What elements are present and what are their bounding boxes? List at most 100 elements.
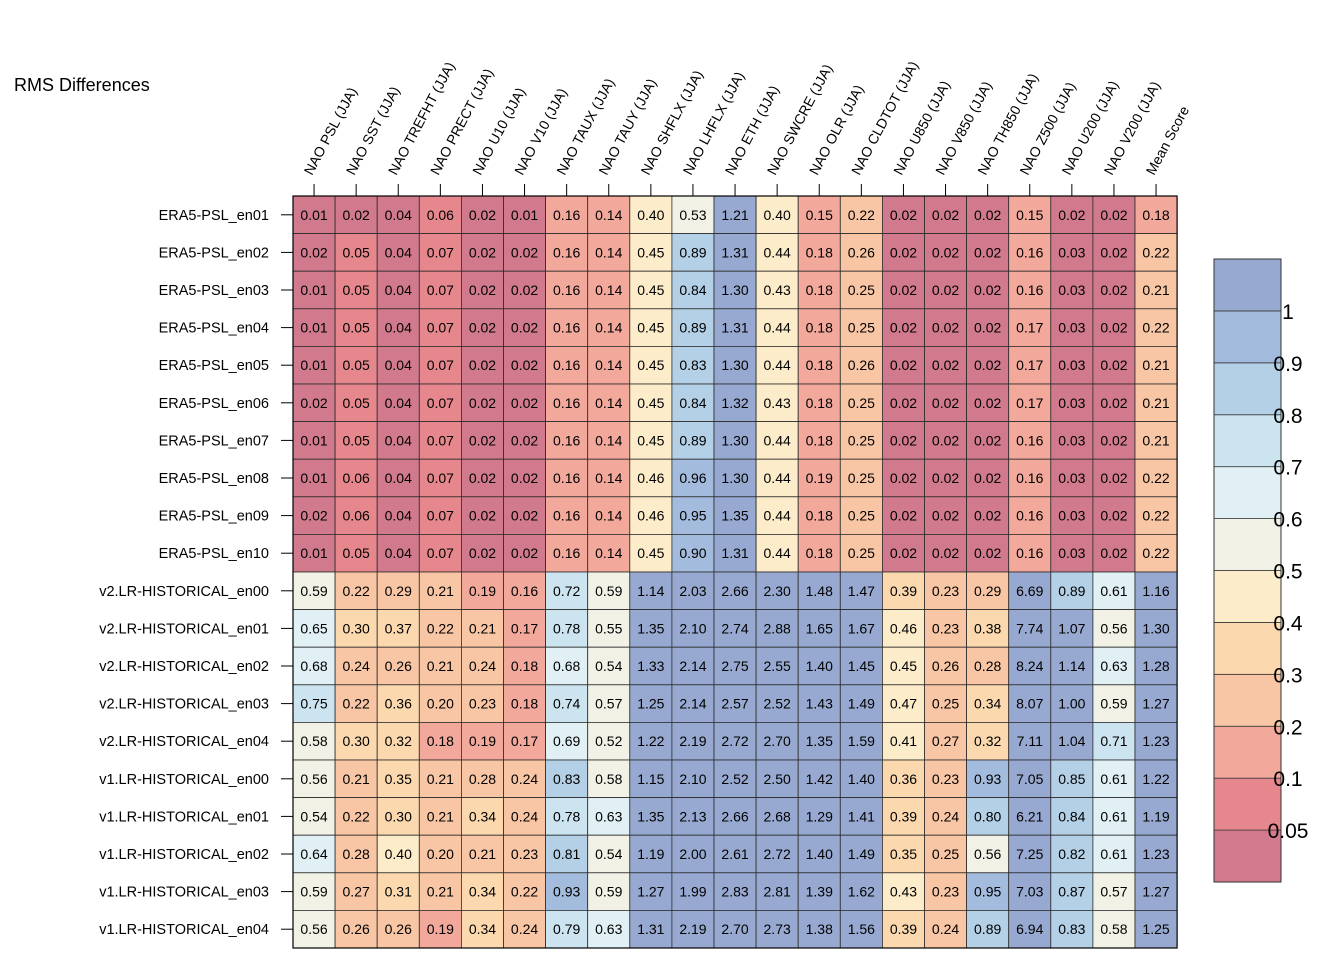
- cell-value: 0.18: [806, 545, 833, 561]
- cell-value: 0.22: [343, 696, 370, 712]
- cell-value: 0.02: [932, 320, 959, 336]
- cell-value: 0.22: [343, 583, 370, 599]
- cell-value: 0.01: [300, 357, 327, 373]
- cell-value: 0.95: [974, 884, 1001, 900]
- cell-value: 0.02: [974, 357, 1001, 373]
- cell-value: 0.02: [469, 470, 496, 486]
- heatmap-cell: [924, 233, 967, 272]
- cell-value: 1.35: [721, 508, 748, 524]
- heatmap-cell: [797, 797, 841, 836]
- cell-value: 0.02: [469, 545, 496, 561]
- colorbar-band: [1213, 258, 1282, 312]
- cell-value: 0.27: [343, 884, 370, 900]
- cell-value: 0.05: [343, 320, 370, 336]
- cell-value: 0.02: [469, 432, 496, 448]
- cell-value: 0.21: [427, 884, 454, 900]
- cell-value: 0.03: [1058, 545, 1085, 561]
- cell-value: 0.44: [764, 470, 791, 486]
- heatmap-cell: [1050, 195, 1094, 234]
- cell-value: 0.02: [1058, 207, 1085, 223]
- cell-value: 0.34: [469, 921, 496, 937]
- colorbar-band: [1213, 725, 1282, 779]
- colorbar-label: 0.3: [1273, 664, 1302, 687]
- heatmap-cell: [839, 308, 883, 347]
- cell-value: 0.43: [764, 282, 791, 298]
- heatmap-cell: [924, 308, 967, 347]
- cell-value: 0.16: [1016, 470, 1043, 486]
- cell-value: 0.63: [595, 921, 622, 937]
- cell-value: 0.02: [511, 244, 538, 260]
- cell-value: 0.24: [932, 808, 959, 824]
- heatmap-cell: [376, 270, 420, 310]
- cell-value: 0.07: [427, 508, 454, 524]
- cell-value: 0.02: [300, 508, 327, 524]
- cell-value: 0.80: [974, 808, 1001, 824]
- cell-value: 0.52: [595, 733, 622, 749]
- cell-value: 0.21: [1142, 432, 1169, 448]
- heatmap-cell: [460, 609, 504, 648]
- cell-value: 0.16: [553, 395, 580, 411]
- heatmap-cell: [966, 797, 1010, 836]
- heatmap-cell: [629, 270, 673, 310]
- heatmap-cell: [797, 383, 841, 422]
- heatmap-cell: [1050, 872, 1094, 911]
- cell-value: 2.81: [764, 884, 791, 900]
- row-label: v1.LR-HISTORICAL_en00: [99, 772, 269, 788]
- heatmap-cell: [1008, 684, 1052, 723]
- heatmap-cell: [629, 684, 673, 723]
- cell-value: 1.59: [848, 733, 875, 749]
- cell-value: 1.62: [848, 884, 875, 900]
- cell-value: 0.96: [679, 470, 706, 486]
- heatmap-cell: [460, 496, 504, 535]
- cell-value: 0.02: [974, 207, 1001, 223]
- cell-value: 0.23: [932, 620, 959, 636]
- cell-value: 0.34: [974, 696, 1001, 712]
- cell-value: 0.02: [511, 395, 538, 411]
- cell-value: 1.35: [637, 620, 664, 636]
- heatmap-cell: [1008, 609, 1052, 648]
- heatmap-cell: [1008, 910, 1052, 949]
- heatmap-cell: [587, 722, 631, 761]
- cell-value: 0.16: [553, 244, 580, 260]
- cell-value: 8.24: [1016, 658, 1043, 674]
- cell-value: 0.35: [385, 771, 412, 787]
- cell-value: 0.25: [932, 696, 959, 712]
- heatmap-cells: 0.01 0.02 0.04 0.06 0.02 0.01 0.16 0.14 0.40 0.53…: [292, 195, 1178, 949]
- cell-value: 0.44: [764, 320, 791, 336]
- row-label: ERA5-PSL_en08: [159, 471, 269, 487]
- cell-value: 1.27: [1142, 884, 1169, 900]
- heatmap-cell: [755, 571, 799, 610]
- cell-value: 0.25: [848, 320, 875, 336]
- cell-value: 0.89: [679, 244, 706, 260]
- heatmap-cell: [503, 571, 546, 610]
- cell-value: 0.61: [1100, 771, 1127, 787]
- cell-value: 0.02: [932, 395, 959, 411]
- colorbar-label: 0.8: [1273, 405, 1302, 428]
- heatmap-cell: [1050, 797, 1094, 836]
- colorbar-label: 0.9: [1273, 353, 1302, 376]
- heatmap-cell: [418, 308, 462, 347]
- heatmap-cell: [713, 797, 757, 836]
- heatmap-cell: [713, 684, 757, 723]
- cell-value: 0.07: [427, 282, 454, 298]
- cell-value: 2.73: [764, 921, 791, 937]
- cell-value: 0.25: [848, 470, 875, 486]
- cell-value: 0.07: [427, 357, 454, 373]
- cell-value: 0.16: [553, 357, 580, 373]
- cell-value: 0.02: [890, 207, 917, 223]
- heatmap-cell: [1134, 534, 1178, 573]
- cell-value: 0.40: [764, 207, 791, 223]
- cell-value: 0.72: [553, 583, 580, 599]
- cell-value: 0.01: [300, 282, 327, 298]
- cell-value: 2.52: [721, 771, 748, 787]
- row-label: ERA5-PSL_en07: [159, 433, 269, 449]
- cell-value: 0.14: [595, 282, 622, 298]
- heatmap-cell: [755, 684, 799, 723]
- cell-value: 0.05: [343, 432, 370, 448]
- cell-value: 0.16: [553, 207, 580, 223]
- cell-value: 0.68: [553, 658, 580, 674]
- heatmap-cell: [1092, 646, 1136, 686]
- heatmap-cell: [545, 571, 589, 610]
- row-label: v1.LR-HISTORICAL_en01: [99, 809, 269, 825]
- cell-value: 7.03: [1016, 884, 1043, 900]
